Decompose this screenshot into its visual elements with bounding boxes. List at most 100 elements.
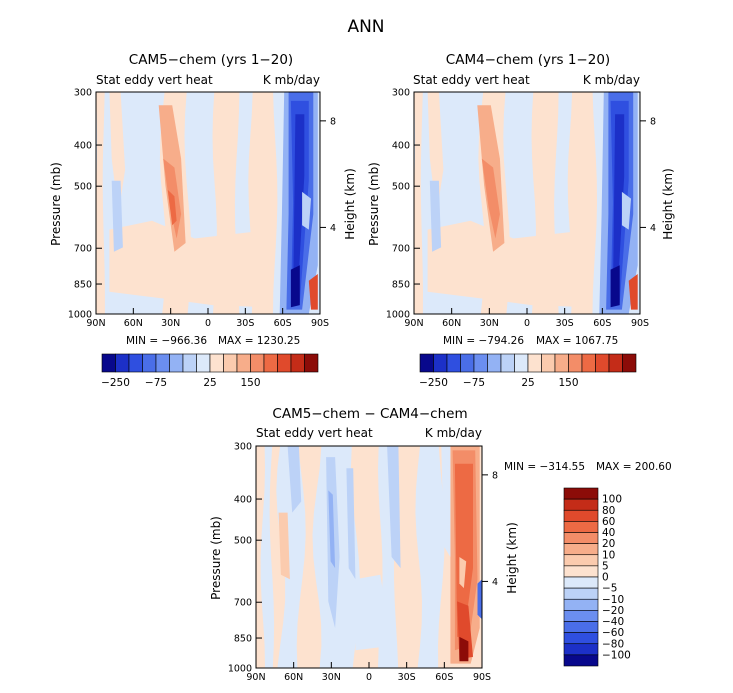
contour-plot xyxy=(96,92,320,314)
colorbar-swatch xyxy=(563,532,599,544)
contour-fill xyxy=(459,557,467,589)
y2-axis-label: Height (km) xyxy=(505,522,519,593)
contour-fill xyxy=(346,468,356,580)
x-tick-label: 90N xyxy=(404,318,423,329)
contour-fill xyxy=(260,446,275,668)
x-tick-label: 90S xyxy=(631,318,649,329)
colorbar-tick-label: −250 xyxy=(101,377,130,389)
y-axis-label: Pressure (mb) xyxy=(209,516,223,600)
colorbar-swatch xyxy=(250,353,265,373)
colorbar-swatch xyxy=(290,353,305,373)
colorbar-swatch xyxy=(568,353,583,373)
colorbar-swatch xyxy=(554,353,569,373)
colorbar-swatch xyxy=(304,353,319,373)
colorbar-swatch xyxy=(563,654,599,667)
colorbar-swatch xyxy=(595,353,610,373)
max-stat: MAX = 1230.25 xyxy=(218,335,300,347)
x-tick-label: 30N xyxy=(161,318,180,329)
y2-tick-label: 8 xyxy=(492,470,498,481)
contour-fill xyxy=(427,92,444,215)
y-tick-label: 400 xyxy=(74,141,92,152)
colorbar-swatch xyxy=(460,353,475,373)
contour-fill xyxy=(111,180,123,252)
colorbar-swatch xyxy=(101,353,116,373)
x-tick-label: 90N xyxy=(246,672,265,683)
y2-tick-label: 4 xyxy=(492,577,498,588)
figure-title: ANN xyxy=(347,17,384,37)
contour-fill xyxy=(429,180,442,252)
x-tick-label: 90N xyxy=(86,318,105,329)
colorbar-swatch xyxy=(563,498,599,511)
contour-fill xyxy=(293,114,305,297)
colorbar-swatch xyxy=(563,554,599,567)
colorbar-swatch xyxy=(563,543,599,556)
x-tick-label: 60S xyxy=(593,318,611,329)
plot-axes: 90N 60N 30N 0 30S 60S 90S 300 400 500 700 850 1000 8 4 xyxy=(68,88,336,330)
max-stat: MAX = 1067.75 xyxy=(536,335,618,347)
colorbar-swatch xyxy=(419,353,434,373)
y-tick-label: 1000 xyxy=(68,310,92,321)
panel-right-label: K mb/day xyxy=(263,73,320,87)
panel-title: CAM5−chem − CAM4−chem xyxy=(272,406,467,422)
colorbar-swatch xyxy=(142,353,157,373)
colorbar-swatch xyxy=(115,353,130,373)
y-tick-label: 700 xyxy=(392,244,410,255)
colorbar-tick-label: 5 xyxy=(602,560,609,572)
x-tick-label: 30N xyxy=(322,672,341,683)
contour-fill xyxy=(612,114,625,297)
colorbar-tick-label: 100 xyxy=(602,494,622,506)
colorbar-swatch xyxy=(277,353,292,373)
colorbar-swatch xyxy=(527,353,542,373)
contour-fill xyxy=(621,191,631,230)
contour-fill xyxy=(308,274,318,310)
y-tick-label: 1000 xyxy=(386,310,410,321)
colorbar-tick-label: 0 xyxy=(602,572,609,584)
colorbar-swatch xyxy=(487,353,502,373)
x-tick-label: 0 xyxy=(524,318,530,329)
y2-axis-label: Height (km) xyxy=(343,168,357,239)
x-tick-label: 60S xyxy=(435,672,453,683)
colorbar-tick-label: −20 xyxy=(602,605,624,617)
contour-fill xyxy=(427,220,591,308)
colorbar-tick-label: −80 xyxy=(602,638,624,650)
colorbar-tick-label: 20 xyxy=(602,538,615,550)
contour-fills xyxy=(256,446,482,668)
y-tick-label: 400 xyxy=(234,495,252,506)
colorbar: −250 −75 25 150 xyxy=(101,353,319,389)
x-tick-label: 60N xyxy=(442,318,461,329)
colorbar-tick-label: −250 xyxy=(419,377,448,389)
colorbar-tick-label: −75 xyxy=(145,377,167,389)
contour-fill xyxy=(287,446,302,513)
colorbar-swatch xyxy=(446,353,461,373)
x-tick-label: 30S xyxy=(236,318,254,329)
contour-fills xyxy=(414,92,640,314)
y-tick-label: 500 xyxy=(74,182,92,193)
contour-fill xyxy=(290,265,300,308)
contour-fill xyxy=(96,92,105,314)
panel-right-label: K mb/day xyxy=(425,426,482,440)
min-stat: MIN = −314.55 xyxy=(504,461,585,473)
colorbar-swatch xyxy=(433,353,448,373)
contour-fill xyxy=(628,274,638,310)
contour-fills xyxy=(96,92,320,314)
colorbar-tick-label: 25 xyxy=(521,377,534,389)
colorbar-tick-label: −40 xyxy=(602,616,624,628)
colorbar-swatch xyxy=(563,632,599,645)
panel-left-label: Stat eddy vert heat xyxy=(96,73,213,87)
x-tick-label: 30S xyxy=(398,672,416,683)
colorbar-swatch xyxy=(563,643,599,656)
colorbar-swatch xyxy=(563,621,599,633)
y-axis-label: Pressure (mb) xyxy=(367,162,381,246)
x-tick-label: 0 xyxy=(366,672,372,683)
y2-tick-label: 4 xyxy=(330,223,336,234)
colorbar-swatch xyxy=(182,353,197,373)
colorbar-swatch xyxy=(128,353,143,373)
x-tick-label: 30S xyxy=(556,318,574,329)
contour-fill xyxy=(302,191,311,230)
colorbar-swatch xyxy=(169,353,184,373)
colorbar-tick-label: 150 xyxy=(558,377,578,389)
colorbar-swatch xyxy=(155,353,170,373)
contour-fill xyxy=(454,463,473,637)
